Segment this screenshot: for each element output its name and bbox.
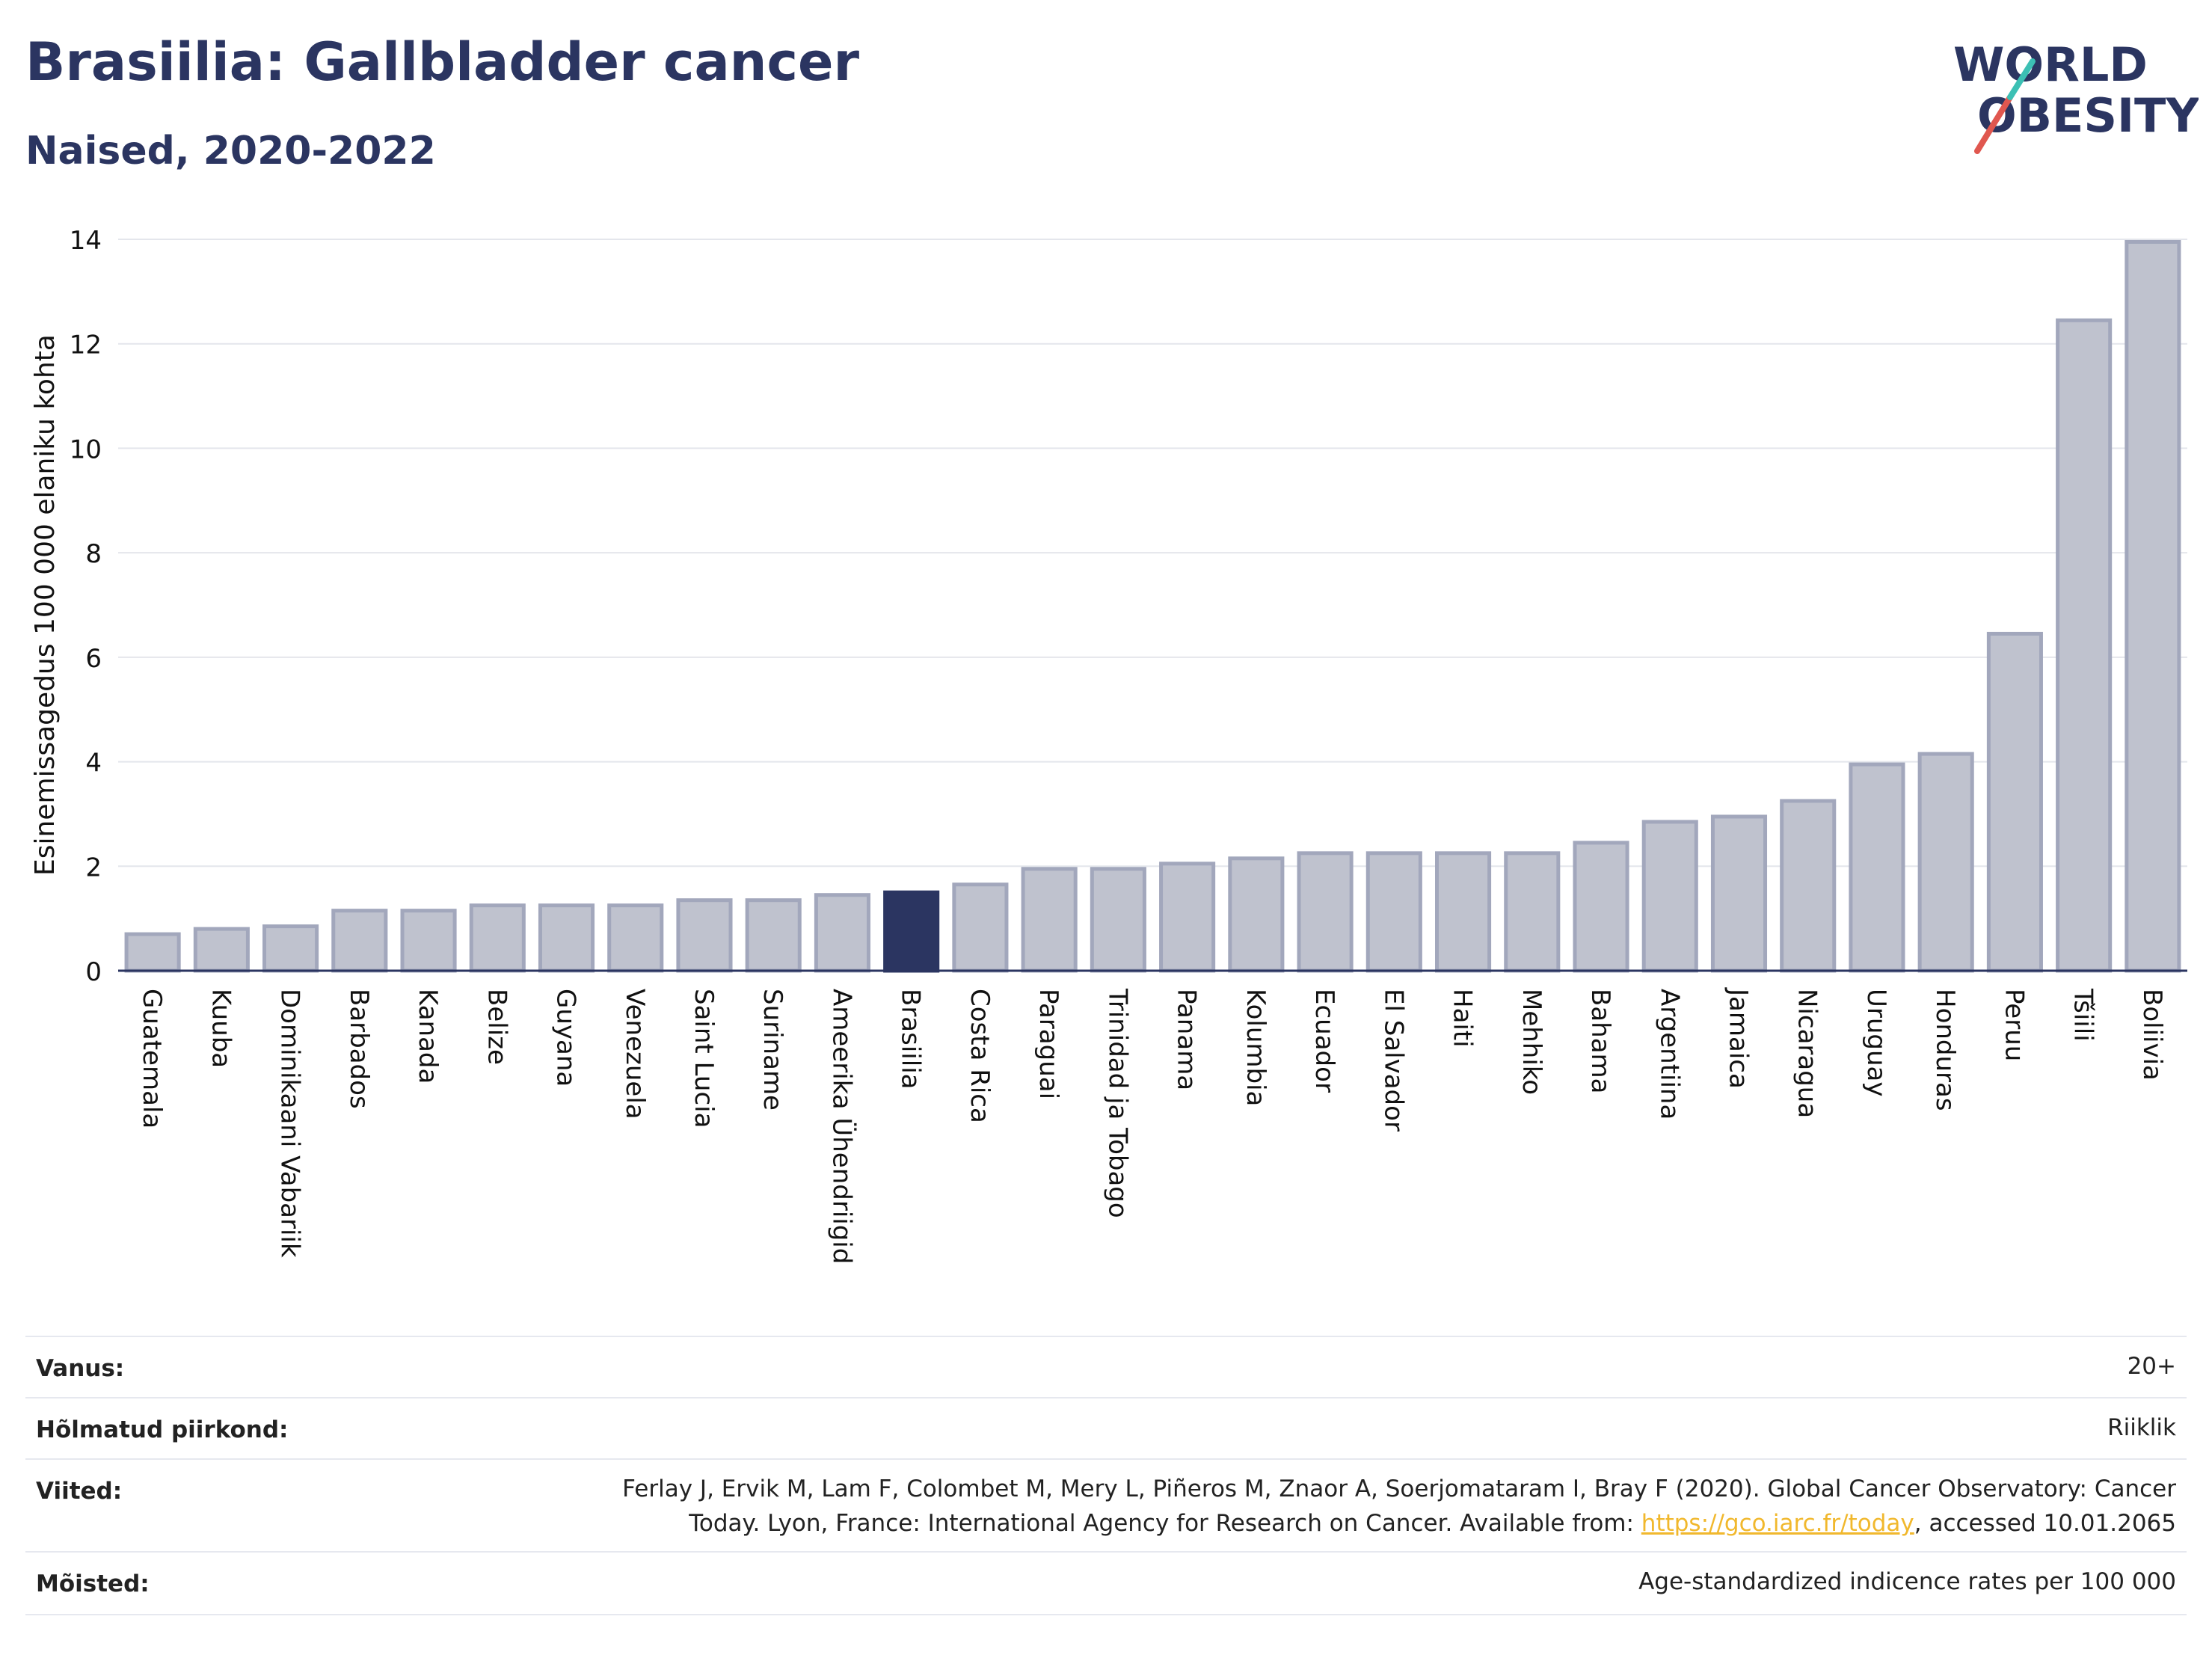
x-tick-label: Guatemala xyxy=(137,989,167,1129)
bar-guyana xyxy=(538,903,595,973)
bar-saint-lucia xyxy=(676,898,733,973)
x-tick-label: Trinidad ja Tobago xyxy=(1102,988,1132,1218)
x-tick-label: Kuuba xyxy=(206,989,236,1068)
world-obesity-logo: WORLD OBESITY xyxy=(1953,37,2199,154)
x-tick-label: Jamaica xyxy=(1723,987,1753,1089)
references-line-2: Today. Lyon, France: International Agenc… xyxy=(622,1506,2176,1541)
x-tick-label: Kolumbia xyxy=(1241,989,1271,1106)
bar-dominikaani-vabariik xyxy=(262,924,319,973)
x-tick-label: Venezuela xyxy=(620,989,650,1120)
definitions-value: Age-standardized indicence rates per 100… xyxy=(1638,1568,2176,1595)
bar-costa-rica xyxy=(952,882,1009,973)
bar-argentiina xyxy=(1641,820,1698,973)
bar-kuuba xyxy=(193,927,250,973)
logo-slash-teal xyxy=(2007,58,2036,100)
x-tick-label: El Salvador xyxy=(1378,989,1408,1132)
x-tick-label: Bahama xyxy=(1585,989,1615,1094)
x-tick-label: Uruguay xyxy=(1861,989,1891,1097)
x-tick-label: Paraguai xyxy=(1033,989,1063,1099)
meta-row-region: Hõlmatud piirkond: Riiklik xyxy=(25,1397,2187,1460)
bar-uruguay xyxy=(1849,762,1905,973)
meta-row-references: Viited: Ferlay J, Ervik M, Lam F, Colomb… xyxy=(25,1458,2187,1553)
y-tick-label: 8 xyxy=(85,539,102,569)
meta-row-definitions: Mõisted: Age-standardized indicence rate… xyxy=(25,1551,2187,1615)
references-text: Today. Lyon, France: International Agenc… xyxy=(689,1510,1641,1537)
references-label: Viited: xyxy=(36,1478,123,1505)
bars xyxy=(124,239,2181,973)
y-tick-label: 12 xyxy=(70,331,102,360)
bar-guatemala xyxy=(124,932,181,973)
bar-jamaica xyxy=(1710,814,1768,973)
x-tick-label: Tšiili xyxy=(2068,988,2098,1042)
bar-mehhiko xyxy=(1504,851,1561,973)
bar-honduras xyxy=(1917,752,1974,973)
meta-row-age: Vanus: 20+ xyxy=(25,1336,2187,1398)
y-tick-labels: 0 2 4 6 8 10 12 14 xyxy=(70,226,102,987)
bar-bahama xyxy=(1573,841,1629,973)
region-value: Riiklik xyxy=(2107,1414,2176,1441)
bar-panama xyxy=(1159,862,1216,973)
x-tick-label: Brasiilia xyxy=(896,989,926,1089)
bar-ecuador xyxy=(1297,851,1354,973)
bar-el-salvador xyxy=(1365,851,1422,973)
x-tick-label: Mehhiko xyxy=(1517,989,1546,1095)
page-subtitle: Naised, 2020-2022 xyxy=(25,129,436,174)
bar-belize xyxy=(469,903,526,973)
logo-line-2: OBESITY xyxy=(1977,88,2199,143)
x-tick-label: Argentiina xyxy=(1654,989,1684,1120)
references-line-1: Ferlay J, Ervik M, Lam F, Colombet M, Me… xyxy=(622,1476,2176,1502)
bar-chart: 0 2 4 6 8 10 12 14 Guatemala Kuuba Dominikaani Va… xyxy=(30,226,2187,1264)
y-tick-label: 4 xyxy=(85,749,102,779)
page-title: Brasiilia: Gallbladder cancer xyxy=(25,31,860,93)
references-accessed: , accessed 10.01.2065 xyxy=(1914,1510,2176,1537)
bar-peruu xyxy=(1986,631,2043,973)
x-tick-label: Suriname xyxy=(758,989,787,1111)
x-tick-label: Peruu xyxy=(1999,989,2029,1061)
x-tick-label: Nicaragua xyxy=(1792,989,1822,1118)
x-tick-label: Panama xyxy=(1172,989,1202,1090)
x-tick-labels: Guatemala Kuuba Dominikaani Vabariik Barbad… xyxy=(137,987,2167,1264)
x-tick-label: Ecuador xyxy=(1309,989,1339,1093)
y-tick-label: 6 xyxy=(85,644,102,674)
bar-kanada xyxy=(400,909,457,973)
logo-slash-coral xyxy=(1974,94,2013,154)
references-link[interactable]: https://gco.iarc.fr/today xyxy=(1641,1510,1914,1537)
y-tick-label: 0 xyxy=(85,957,102,987)
bar-suriname xyxy=(745,898,802,973)
x-tick-label: Dominikaani Vabariik xyxy=(275,989,305,1258)
age-value: 20+ xyxy=(2127,1353,2176,1380)
region-label: Hõlmatud piirkond: xyxy=(36,1416,289,1443)
x-tick-label: Saint Lucia xyxy=(689,989,719,1128)
bar-ameerika-hendriigid xyxy=(814,893,870,973)
bar-haiti xyxy=(1435,851,1492,973)
bar-paraguai xyxy=(1021,867,1078,973)
y-tick-label: 10 xyxy=(70,435,102,464)
definitions-label: Mõisted: xyxy=(36,1570,150,1597)
x-tick-label: Belize xyxy=(482,989,511,1065)
x-tick-label: Guyana xyxy=(551,989,581,1087)
bar-venezuela xyxy=(607,903,664,973)
bar-t-iili xyxy=(2056,318,2113,973)
bar-nicaragua xyxy=(1780,799,1837,973)
y-axis-label: Esinemissagedus 100 000 elaniku kohta xyxy=(30,334,61,876)
bar-barbados xyxy=(331,909,388,973)
y-tick-label: 14 xyxy=(70,226,102,256)
age-label: Vanus: xyxy=(36,1355,125,1382)
x-tick-label: Boliivia xyxy=(2137,989,2167,1081)
x-tick-label: Barbados xyxy=(344,989,374,1109)
x-tick-label: Kanada xyxy=(413,989,443,1084)
x-tick-label: Haiti xyxy=(1448,989,1478,1048)
references-value: Ferlay J, Ervik M, Lam F, Colombet M, Me… xyxy=(622,1472,2176,1541)
x-tick-label: Ameerika Ühendriigid xyxy=(826,989,857,1264)
bar-kolumbia xyxy=(1228,856,1285,973)
bar-brasiilia xyxy=(883,890,940,973)
x-tick-label: Honduras xyxy=(1930,989,1960,1111)
bar-trinidad-ja-tobago xyxy=(1090,867,1146,973)
y-tick-label: 2 xyxy=(85,853,102,882)
logo-line-1: WORLD xyxy=(1953,37,2148,92)
x-tick-label: Costa Rica xyxy=(965,989,995,1123)
bar-boliivia xyxy=(2125,239,2181,973)
